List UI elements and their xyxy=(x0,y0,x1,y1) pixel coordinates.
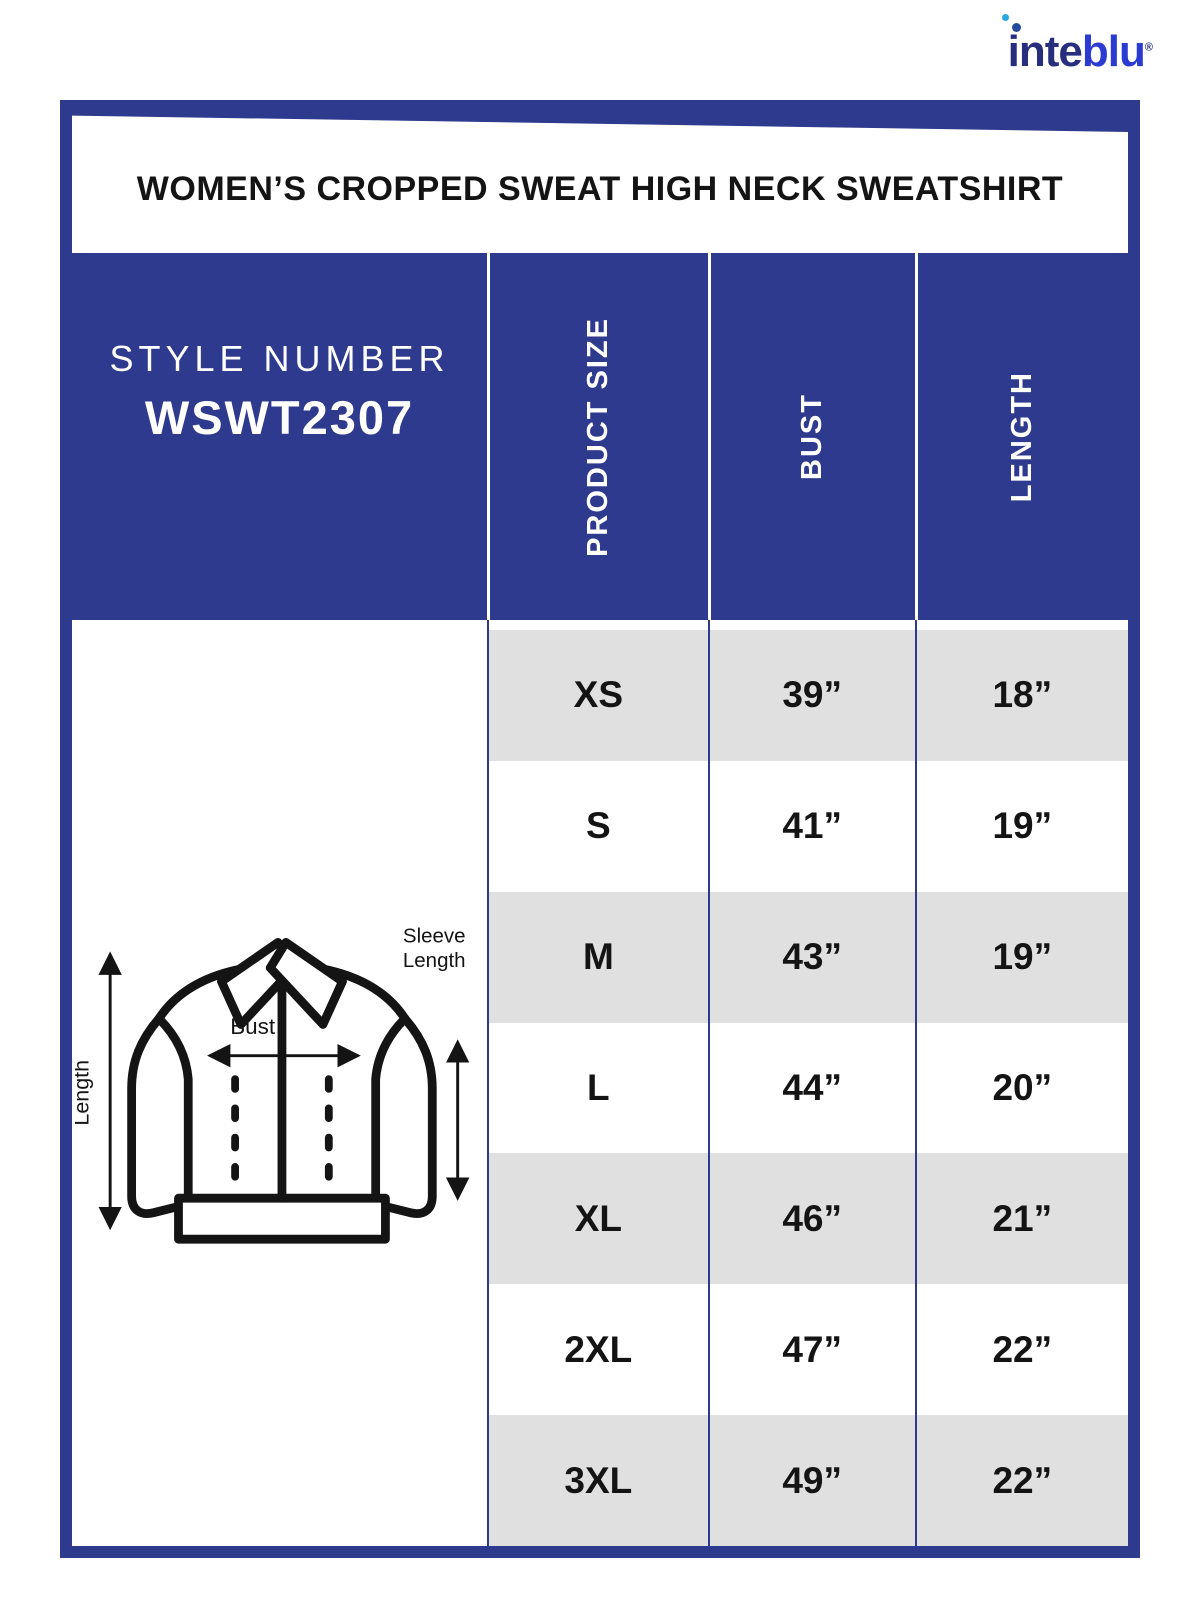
measurement-diagram-cell: Length Sleeve Length xyxy=(72,620,487,1546)
sleeve-length-label-line2: Length xyxy=(402,949,465,972)
bust-cell-xs: 39” xyxy=(707,630,915,761)
table-header-row: STYLE NUMBER WSWT2307 PRODUCT SIZE BUST … xyxy=(72,253,1128,620)
table-body: Length Sleeve Length xyxy=(72,620,1128,1546)
registered-trademark-icon: ® xyxy=(1144,41,1153,54)
size-cell-xs: XS xyxy=(487,630,708,761)
style-number-label: STYLE NUMBER xyxy=(109,338,450,379)
header-gap xyxy=(707,620,915,630)
style-number-value: WSWT2307 xyxy=(144,391,415,444)
header-gap xyxy=(487,620,708,630)
bust-cell-s: 41” xyxy=(707,760,915,892)
bust-cell-xl: 46” xyxy=(707,1153,915,1285)
bust-cell-l: 44” xyxy=(707,1022,915,1154)
size-cell-m: M xyxy=(487,891,708,1023)
length-cell-xl: 21” xyxy=(914,1153,1128,1285)
title-section: WOMEN’S CROPPED SWEAT HIGH NECK SWEATSHI… xyxy=(72,112,1128,253)
length-cell-s: 19” xyxy=(914,760,1128,892)
bust-cell-3xl: 49” xyxy=(707,1415,915,1546)
style-number-cell: STYLE NUMBER WSWT2307 xyxy=(72,253,487,620)
bust-cell-m: 43” xyxy=(707,891,915,1023)
length-cell-xs: 18” xyxy=(914,630,1128,761)
size-cell-xl: XL xyxy=(487,1153,708,1285)
column-header-length: LENGTH xyxy=(914,253,1128,620)
size-cell-3xl: 3XL xyxy=(487,1415,708,1546)
logo-text-primary: inte xyxy=(1007,27,1083,76)
header-gap xyxy=(914,620,1128,630)
size-cell-2xl: 2XL xyxy=(487,1284,708,1416)
bust-label: Bust xyxy=(230,1014,276,1039)
length-cell-m: 19” xyxy=(914,891,1128,1023)
logo-spark-dot-small xyxy=(1001,14,1009,21)
bust-cell-2xl: 47” xyxy=(707,1284,915,1416)
chart-title: WOMEN’S CROPPED SWEAT HIGH NECK SWEATSHI… xyxy=(136,170,1064,208)
inteblu-logo: inteblu® xyxy=(1001,14,1153,76)
logo-spark-dot-large xyxy=(1011,23,1021,32)
length-cell-3xl: 22” xyxy=(914,1415,1128,1546)
logo-text-accent: blu xyxy=(1081,27,1146,76)
column-header-bust: BUST xyxy=(707,253,915,620)
jacket-outline xyxy=(126,938,437,1244)
sleeve-length-label-line1: Sleeve xyxy=(402,924,465,947)
size-chart-frame: WOMEN’S CROPPED SWEAT HIGH NECK SWEATSHI… xyxy=(60,100,1140,1558)
length-cell-l: 20” xyxy=(914,1022,1128,1154)
column-header-product-size: PRODUCT SIZE xyxy=(487,253,708,620)
garment-measurement-diagram: Length Sleeve Length xyxy=(75,924,469,1244)
size-cell-s: S xyxy=(487,760,708,892)
size-cell-l: L xyxy=(487,1022,708,1154)
length-label: Length xyxy=(75,1060,94,1126)
length-cell-2xl: 22” xyxy=(914,1284,1128,1416)
